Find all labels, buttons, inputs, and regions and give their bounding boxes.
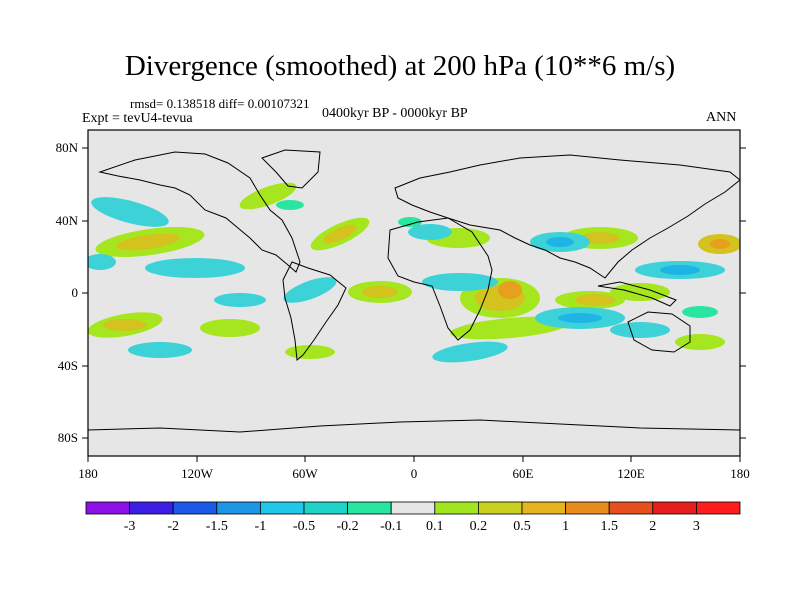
coastlines bbox=[88, 149, 740, 433]
colorbar-label: 0.2 bbox=[469, 519, 488, 534]
colorbar-box bbox=[608, 501, 654, 515]
colorbar-box bbox=[259, 501, 305, 515]
colorbar-label: 3 bbox=[692, 519, 700, 534]
colorbar-label: -2 bbox=[167, 519, 180, 534]
colorbar-box bbox=[434, 501, 479, 515]
colorbar-label: -3 bbox=[123, 519, 136, 534]
lon-label-60e: 60E bbox=[512, 466, 534, 481]
lon-label-120e: 120E bbox=[617, 466, 645, 481]
australia-coast bbox=[627, 311, 691, 353]
maritime-continent-coast bbox=[597, 281, 677, 307]
africa-coast bbox=[387, 217, 493, 341]
period-label: 0400kyr BP - 0000kyr BP bbox=[322, 106, 468, 121]
season-label: ANN bbox=[706, 110, 737, 125]
colorbar-box bbox=[521, 501, 566, 515]
colorbar-box bbox=[696, 501, 741, 515]
colorbar-box bbox=[216, 501, 261, 515]
divergence-field bbox=[88, 182, 740, 363]
colorbar-box bbox=[565, 501, 610, 515]
colorbar-label: 1.5 bbox=[600, 519, 618, 534]
negative-anomaly-medium bbox=[546, 237, 700, 323]
lat-tick-marks bbox=[82, 147, 746, 439]
colorbar-label: -0.1 bbox=[380, 519, 403, 534]
colorbar-label: 1 bbox=[562, 519, 570, 534]
colorbar bbox=[85, 501, 741, 515]
lon-label-180e: 180 bbox=[730, 466, 750, 481]
plot-title: Divergence (smoothed) at 200 hPa (10**6 … bbox=[124, 50, 676, 82]
colorbar-label: -0.2 bbox=[336, 519, 359, 534]
lat-label-0: 0 bbox=[71, 285, 79, 300]
weak-negative-anomaly bbox=[276, 200, 718, 318]
antarctica-coast bbox=[88, 419, 740, 433]
colorbar-box bbox=[652, 501, 697, 515]
lat-label-80s: 80S bbox=[57, 430, 78, 445]
colorbar-box bbox=[129, 501, 174, 515]
negative-anomaly-light bbox=[88, 197, 725, 363]
colorbar-label: 0.5 bbox=[513, 519, 531, 534]
lon-label-0: 0 bbox=[410, 466, 418, 481]
lon-tick-marks bbox=[87, 456, 741, 462]
greenland-coast bbox=[261, 149, 321, 189]
south-america-coast bbox=[282, 261, 347, 361]
north-america-coast bbox=[98, 151, 301, 273]
stats-text: rmsd= 0.138518 diff= 0.00107321 bbox=[130, 96, 310, 111]
colorbar-label: -1 bbox=[254, 519, 267, 534]
lat-label-80n: 80N bbox=[55, 140, 78, 155]
lon-label-180w: 180 bbox=[78, 466, 98, 481]
lon-label-120w: 120W bbox=[181, 466, 213, 481]
eurasia-coast bbox=[394, 154, 740, 279]
colorbar-box bbox=[477, 501, 523, 515]
colorbar-box bbox=[347, 501, 392, 515]
colorbar-box bbox=[303, 501, 348, 515]
experiment-label: Expt = tevU4-tevua bbox=[82, 111, 193, 126]
lon-label-60w: 60W bbox=[292, 466, 318, 481]
positive-anomaly-strong bbox=[498, 239, 730, 299]
colorbar-box bbox=[85, 501, 130, 515]
colorbar-label: 0.1 bbox=[426, 519, 444, 534]
colorbar-box bbox=[172, 501, 218, 515]
lat-label-40n: 40N bbox=[55, 213, 78, 228]
colorbar-label: -0.5 bbox=[292, 519, 316, 534]
colorbar-label: -1.5 bbox=[205, 519, 228, 534]
colorbar-label: 2 bbox=[649, 519, 657, 534]
lat-label-40s: 40S bbox=[57, 358, 78, 373]
colorbar-box bbox=[390, 501, 436, 515]
